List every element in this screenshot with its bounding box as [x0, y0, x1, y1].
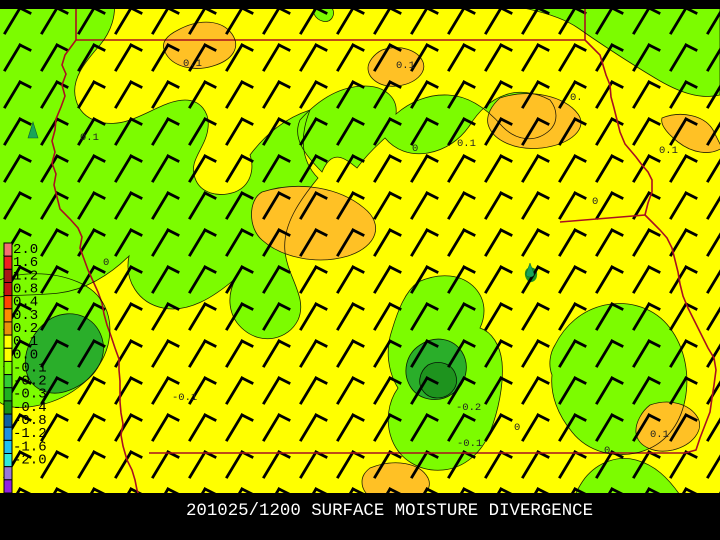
svg-text:0.1: 0.1 [659, 145, 678, 157]
svg-text:201025/1200 SURFACE MOISTURE D: 201025/1200 SURFACE MOISTURE DIVERGENCE [186, 502, 593, 521]
svg-text:0: 0 [592, 196, 598, 208]
svg-text:-0.1: -0.1 [172, 392, 197, 404]
svg-text:-0.2: -0.2 [456, 402, 481, 414]
svg-text:0.1: 0.1 [396, 60, 415, 72]
svg-text:0: 0 [103, 257, 109, 269]
svg-text:0.1: 0.1 [650, 429, 669, 441]
svg-text:0.1: 0.1 [80, 132, 99, 144]
svg-text:-2.0: -2.0 [13, 453, 47, 469]
svg-text:0: 0 [412, 143, 418, 155]
svg-text:0: 0 [604, 445, 610, 457]
svg-text:0.1: 0.1 [183, 58, 202, 70]
svg-text:-0.1: -0.1 [457, 438, 482, 450]
svg-text:0.: 0. [570, 92, 583, 104]
svg-text:0: 0 [514, 422, 520, 434]
svg-text:0.1: 0.1 [457, 138, 476, 150]
